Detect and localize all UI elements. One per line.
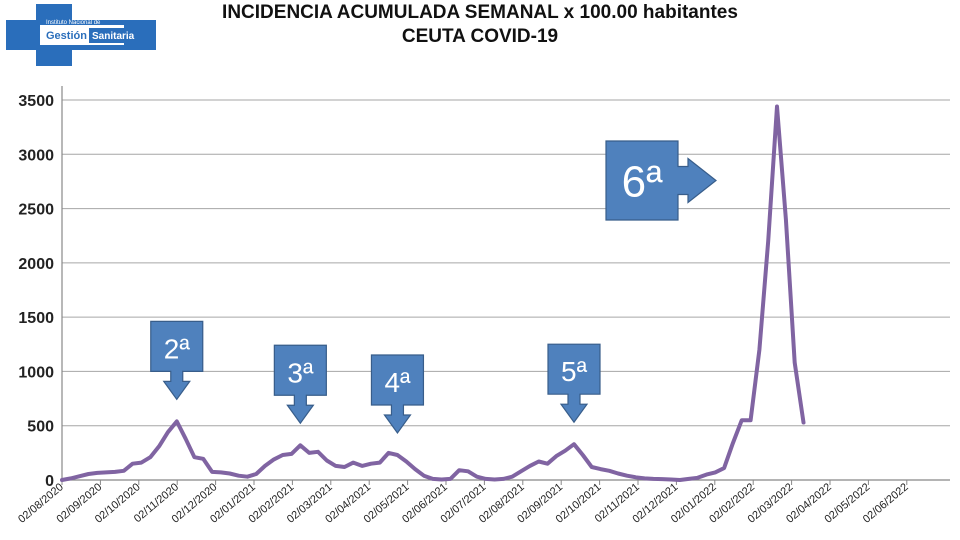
wave-callout	[547, 343, 601, 424]
wave-callout	[370, 354, 425, 435]
wave-label: 5ª	[561, 356, 588, 387]
wave-callout	[150, 320, 204, 401]
wave-label: 4ª	[384, 367, 411, 398]
y-tick-label: 3000	[18, 147, 54, 164]
logo: Instituto Nacional de Gestión Sanitaria	[6, 4, 156, 66]
chart-subtitle: CEUTA COVID-19	[401, 26, 559, 47]
wave-label: 3ª	[287, 357, 314, 388]
wave-callout	[273, 344, 327, 425]
logo-word1: Gestión	[46, 30, 87, 42]
y-tick-label: 2000	[18, 256, 54, 273]
wave-label: 2ª	[164, 333, 191, 364]
series-line	[60, 104, 806, 482]
logo-line1: Instituto Nacional de	[46, 20, 101, 26]
y-tick-label: 1000	[18, 364, 54, 381]
y-tick-label: 2500	[18, 202, 54, 219]
y-tick-label: 0	[45, 473, 54, 490]
y-tick-label: 1500	[18, 310, 54, 327]
y-tick-label: 3500	[18, 93, 54, 110]
wave-label: 6ª	[622, 158, 663, 207]
y-tick-label: 500	[27, 419, 54, 436]
wave-callout	[605, 140, 717, 221]
chart-title: INCIDENCIA ACUMULADA SEMANAL x 100.00 ha…	[222, 2, 738, 23]
logo-word2: Sanitaria	[92, 31, 135, 42]
